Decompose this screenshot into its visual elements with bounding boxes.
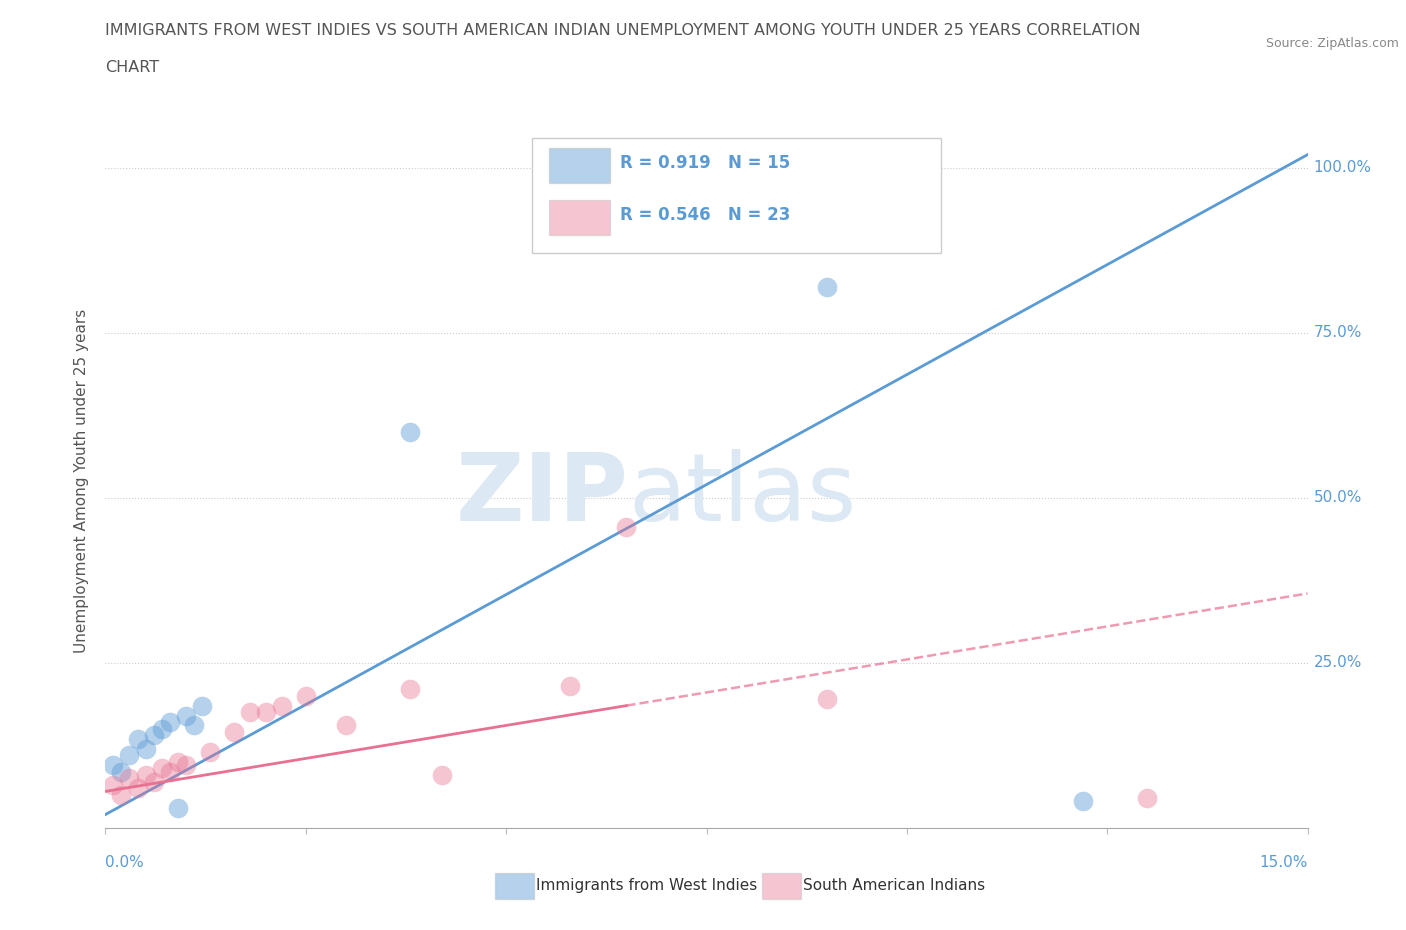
Point [254, 705, 277, 720]
Point [190, 698, 212, 713]
Point [118, 748, 141, 763]
Point [118, 771, 141, 786]
Text: IMMIGRANTS FROM WEST INDIES VS SOUTH AMERICAN INDIAN UNEMPLOYMENT AMONG YOUTH UN: IMMIGRANTS FROM WEST INDIES VS SOUTH AME… [105, 23, 1140, 38]
Text: R = 0.919   N = 15: R = 0.919 N = 15 [620, 153, 790, 171]
Point [815, 692, 838, 707]
FancyBboxPatch shape [548, 200, 610, 235]
Y-axis label: Unemployment Among Youth under 25 years: Unemployment Among Youth under 25 years [75, 309, 90, 654]
Point [110, 764, 132, 779]
FancyBboxPatch shape [548, 148, 610, 183]
Text: 15.0%: 15.0% [1260, 856, 1308, 870]
Point [135, 741, 157, 756]
Text: 75.0%: 75.0% [1313, 326, 1362, 340]
Point [222, 724, 245, 739]
Point [335, 718, 357, 733]
Text: South American Indians: South American Indians [803, 878, 986, 893]
Point [399, 424, 422, 439]
Point [127, 780, 149, 795]
Text: R = 0.546   N = 23: R = 0.546 N = 23 [620, 206, 790, 223]
Point [166, 754, 188, 769]
Point [159, 714, 181, 729]
Point [174, 708, 197, 723]
Text: 25.0%: 25.0% [1313, 656, 1362, 671]
Point [239, 705, 262, 720]
Point [103, 758, 125, 773]
Point [616, 520, 638, 535]
Point [166, 801, 188, 816]
Text: atlas: atlas [628, 449, 856, 541]
Text: 0.0%: 0.0% [105, 856, 145, 870]
Text: Immigrants from West Indies: Immigrants from West Indies [536, 878, 756, 893]
Point [103, 777, 125, 792]
Point [1071, 794, 1094, 809]
Point [110, 788, 132, 803]
FancyBboxPatch shape [533, 139, 941, 253]
Point [183, 718, 205, 733]
Point [1136, 790, 1159, 805]
Point [142, 774, 165, 789]
Text: ZIP: ZIP [456, 449, 628, 541]
Point [135, 767, 157, 782]
Point [815, 279, 838, 294]
Point [430, 767, 453, 782]
Point [150, 761, 173, 776]
Point [399, 682, 422, 697]
Point [295, 688, 318, 703]
Text: CHART: CHART [105, 60, 159, 75]
Text: 50.0%: 50.0% [1313, 490, 1362, 505]
Point [150, 722, 173, 737]
Point [159, 764, 181, 779]
Point [174, 758, 197, 773]
Point [142, 728, 165, 743]
Point [560, 678, 582, 693]
Point [270, 698, 292, 713]
Point [127, 731, 149, 746]
Text: Source: ZipAtlas.com: Source: ZipAtlas.com [1265, 37, 1399, 50]
Text: 100.0%: 100.0% [1313, 160, 1372, 176]
Point [198, 744, 221, 759]
